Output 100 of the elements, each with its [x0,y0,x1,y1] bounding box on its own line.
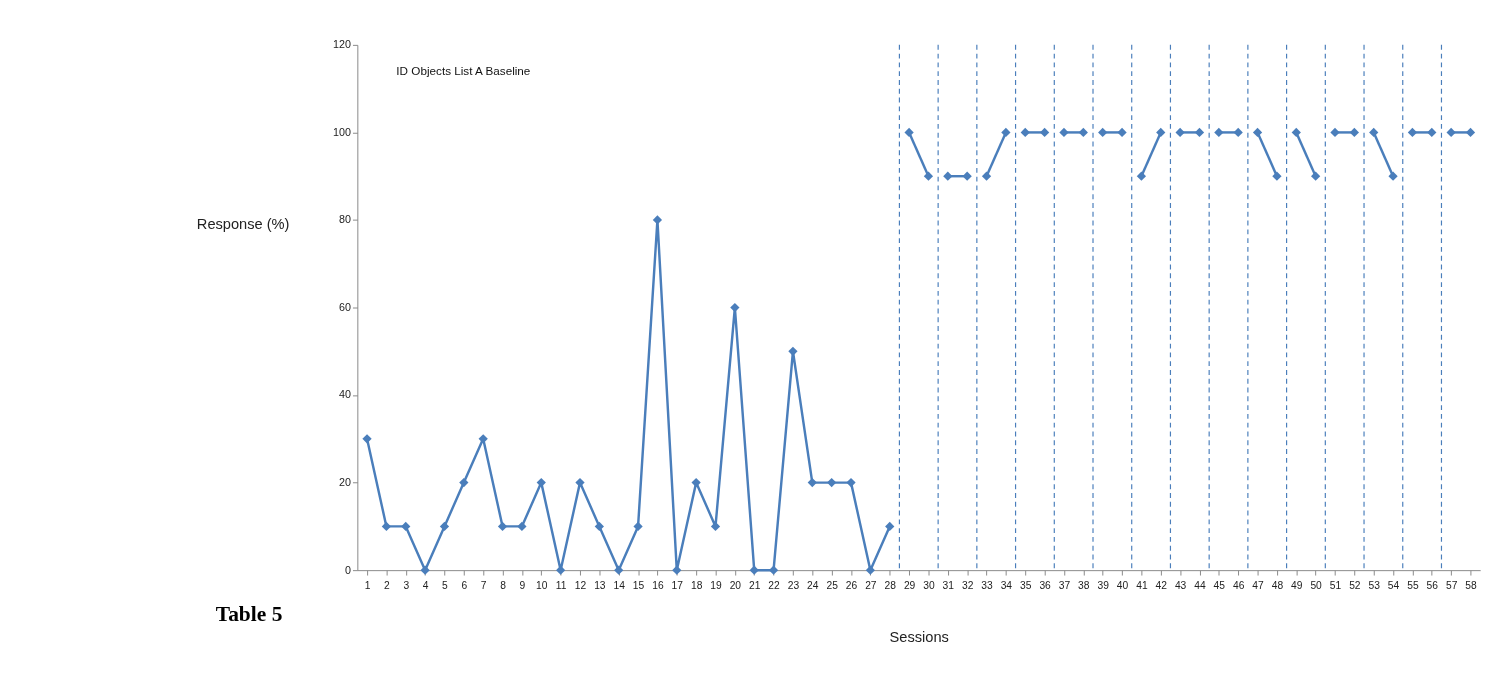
point [459,477,469,488]
x-tick-label: 4 [422,580,429,592]
x-tick-label: 53 [1368,580,1381,592]
x-tick-label: 1 [364,580,371,592]
x-tick-label: 38 [1078,580,1090,592]
x-tick-label: 7 [480,580,487,592]
point [1291,127,1301,138]
x-tick-label: 55 [1407,580,1419,592]
x-tick-label: 11 [555,580,567,592]
x-tick-label: 56 [1426,580,1439,592]
x-tick-label: 37 [1058,580,1071,592]
x-tick-label: 2 [384,580,391,592]
x-tick-label: 21 [749,580,761,592]
x-tick-label: 39 [1097,580,1110,592]
point [807,477,817,488]
x-tick-label: 44 [1194,580,1206,592]
x-tick-label: 17 [671,580,684,592]
point [1136,171,1147,181]
x-tick-label: 41 [1136,580,1148,592]
x-tick-label: 24 [807,580,819,592]
x-tick-label: 52 [1349,580,1361,592]
point [1427,127,1437,138]
point [1078,127,1088,138]
x-tick-label: 33 [981,580,994,592]
point [381,521,392,532]
y-tick-label: 80 [339,213,352,226]
x-tick-label: 23 [787,580,800,592]
x-tick-label: 30 [923,580,935,592]
point [788,346,798,356]
point [1272,171,1282,181]
x-tick-label: 49 [1291,580,1303,592]
point [1311,171,1321,181]
point [439,521,450,532]
x-tick-label: 40 [1116,580,1129,592]
x-tick-label: 48 [1271,580,1284,592]
y-tick-label: 60 [339,300,352,313]
x-tick-label: 12 [574,580,587,592]
x-tick-label: 27 [865,580,877,592]
point [672,565,682,575]
x-tick-label: 35 [1020,580,1032,592]
x-tick-label: 19 [710,580,722,592]
y-axis-title: Response (%) [196,215,290,232]
point [1098,127,1108,138]
point [1194,127,1205,138]
x-tick-label: 13 [594,580,606,592]
x-tick-label: 46 [1232,580,1245,592]
point [981,171,992,181]
point [1330,127,1340,138]
point [885,521,895,532]
x-tick-label: 8 [500,580,507,592]
x-tick-label: 51 [1329,580,1342,592]
x-tick-label: 20 [729,580,742,592]
x-tick-label: 22 [768,580,781,592]
point [943,171,953,181]
text: ID Objects List A Baseline [396,64,531,78]
point [1039,127,1050,138]
y-tick-label: 100 [333,125,352,138]
point [1465,127,1476,138]
point [517,521,527,532]
point [1175,127,1185,138]
point [749,565,759,575]
point [1156,127,1166,138]
point [575,477,585,488]
point [1001,127,1011,138]
point [923,171,934,181]
x-tick-label: 58 [1465,580,1477,592]
point [1059,127,1069,138]
x-tick-label: 10 [536,580,548,592]
point [865,565,875,575]
x-tick-label: 50 [1310,580,1323,592]
x-tick-label: 15 [632,580,645,592]
x-tick-label: 42 [1155,580,1168,592]
point [1349,127,1359,138]
point [827,477,837,488]
point [401,521,411,532]
x-tick-label: 36 [1039,580,1052,592]
point [904,127,914,138]
point [962,171,972,181]
point [594,521,604,532]
x-tick-label: 54 [1387,580,1400,592]
x-tick-label: 31 [942,580,955,592]
x-tick-label: 16 [652,580,664,592]
point [846,477,856,488]
point [1214,127,1224,138]
point [536,477,546,488]
x-tick-label: 14 [613,580,626,592]
point [652,215,663,225]
point [1117,127,1127,138]
point [1233,127,1243,138]
point [497,521,508,532]
x-tick-label: 25 [826,580,839,592]
point [614,565,624,575]
x-tick-label: 32 [961,580,974,592]
x-axis-title: Sessions [889,629,949,646]
point [1252,127,1263,138]
x-tick-label: 9 [519,580,526,592]
y-tick-label: 20 [339,476,352,489]
x-tick-label: 47 [1252,580,1265,592]
x-tick-label: 29 [903,580,916,592]
point [420,565,430,575]
